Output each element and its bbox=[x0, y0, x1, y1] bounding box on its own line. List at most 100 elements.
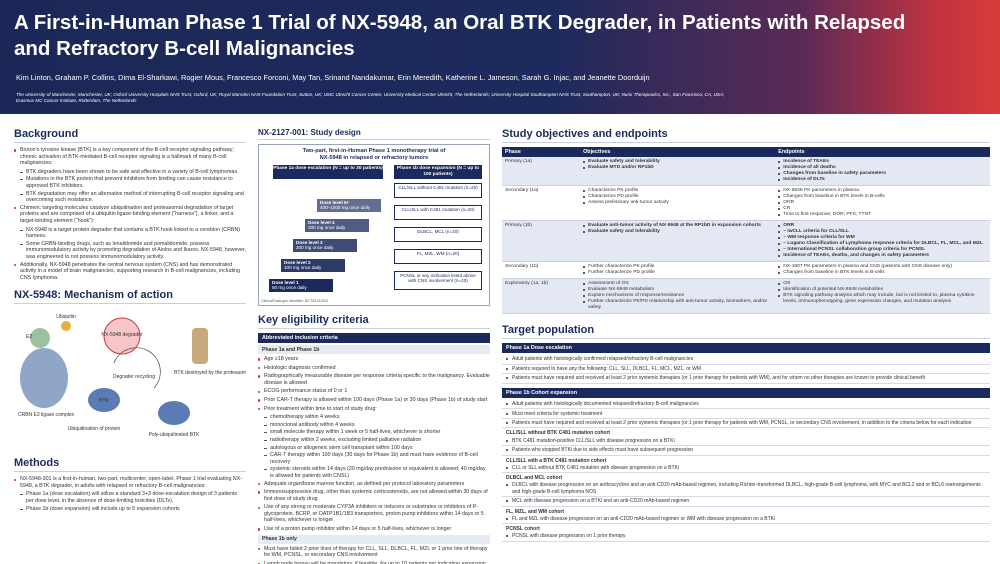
criterion: CLL or SLL without BTK C481 mutation wit… bbox=[502, 464, 990, 474]
dose-amount: 100 mg once daily bbox=[284, 265, 322, 271]
criterion: MCL with disease progression on a BTKi a… bbox=[502, 497, 990, 507]
endpoints-cell: NX-1607 PK parameters in plasma and CNS … bbox=[775, 261, 990, 279]
criterion: Must meet criteria for systemic treatmen… bbox=[502, 409, 990, 419]
dose-level: Dose level 5+ 400–1000 mg once daily bbox=[317, 199, 381, 212]
bullet: Must have failed 2 prior lines of therap… bbox=[258, 546, 490, 559]
sub-bullet: Phase 1a (dose escalation) will utilize … bbox=[14, 491, 246, 504]
header-row: Phase Objectives Endpoints bbox=[502, 147, 990, 157]
cell-item: Further characterize PK/PD relationship … bbox=[583, 299, 772, 311]
cohort: FL, MZL, WM (n=20) bbox=[394, 249, 482, 264]
bullet: Histologic diagnosis confirmed bbox=[258, 365, 490, 372]
escalation-header: Phase 1a dose escalation (N = up to 30 p… bbox=[273, 165, 383, 179]
sub-bullet: NX-5948 is a target protein degrader tha… bbox=[14, 227, 246, 240]
cohort: PCNSL or any indication listed above wit… bbox=[394, 271, 482, 290]
recycling-arrow bbox=[113, 347, 161, 389]
bullet: Prior treatment within time to start of … bbox=[258, 406, 490, 413]
cell-item: BTK signaling pathway analysis which may… bbox=[778, 293, 987, 305]
proteasome bbox=[192, 328, 208, 365]
section-heading: Study objectives and endpoints bbox=[502, 128, 990, 143]
cell-item: Changes from baseline in BTK levels in B… bbox=[778, 270, 987, 276]
section-heading: Target population bbox=[502, 324, 990, 339]
bullet: Prior CAR-T therapy is allowed within 10… bbox=[258, 397, 490, 404]
table-row: Exploratory (1a, 1b) Assessment of OS Eval… bbox=[502, 278, 990, 314]
column-header: Objectives bbox=[580, 147, 776, 157]
phase-cell: Secondary (1b) bbox=[502, 261, 581, 279]
endpoints-cell: NX-5948 PK parameters in plasma Changes f… bbox=[775, 185, 990, 221]
dose-name: Dose level 3 bbox=[296, 240, 323, 245]
dose-level: Dose level 4 300 mg once daily bbox=[305, 219, 369, 232]
label: NX-5948 degrader bbox=[101, 332, 142, 338]
sub-bullet: Mutations in the BTK protein that preven… bbox=[14, 176, 246, 189]
bullet: ECOG performance status of 0 or 1 bbox=[258, 388, 490, 395]
criterion: Patients must have required and received… bbox=[502, 419, 990, 429]
cell-item: Changes from baseline in safety paramete… bbox=[778, 171, 987, 177]
cell-item: Incidence of TEAEs bbox=[778, 159, 987, 165]
section-heading: NX-5948: Mechanism of action bbox=[14, 289, 246, 305]
table-row: Secondary (1a) Characterize PK profile Cha… bbox=[502, 185, 990, 221]
label: Poly-ubiquitinated BTK bbox=[149, 432, 201, 438]
btk bbox=[88, 388, 120, 413]
cell-item: NX-1607 PK parameters in plasma and CNS … bbox=[778, 264, 987, 270]
right-column: Study objectives and endpoints Phase Objec… bbox=[502, 128, 990, 564]
poly-btk bbox=[158, 401, 190, 426]
dose-name: Dose level 2 bbox=[284, 260, 311, 265]
criterion: Patients required to have any the follow… bbox=[502, 365, 990, 375]
dose-level: Dose level 1 50 mg once daily bbox=[269, 279, 333, 292]
cell-item: Assess preliminary anti-tumor activity bbox=[583, 200, 772, 206]
label: Ubiquitination of protein bbox=[68, 426, 121, 432]
endpoints-cell: ORR – iwCLL criteria for CLL/SLL – WM resp… bbox=[775, 220, 990, 262]
objectives-cell: Evaluate safety and tolerability Evaluate… bbox=[580, 157, 776, 186]
endpoints-cell: OS Identification of potential NX-5948 me… bbox=[775, 278, 990, 314]
criterion: Patients who stopped BTKi due to side ef… bbox=[502, 446, 990, 456]
bullet: NX-5948-301 is a first-in-human, two-par… bbox=[14, 476, 246, 489]
group-title: Phase 1a and Phase 1b bbox=[258, 345, 490, 354]
affiliations: The University of Manchester, Manchester… bbox=[16, 92, 916, 104]
cell-item: Evaluate safety and tolerability bbox=[583, 229, 772, 235]
cell-item: Identification of potential NX-5948 meta… bbox=[778, 287, 987, 293]
banner: Phase 1a Dose escalation bbox=[502, 343, 990, 353]
cohort-title: PCNSL cohort bbox=[506, 526, 540, 533]
cell-item: OS bbox=[778, 281, 987, 287]
banner: Phase 1b Cohort expansion bbox=[502, 387, 990, 398]
expansion-header: Phase 1b dose expansion (N = up to 100 p… bbox=[394, 165, 482, 179]
cell-item: – iwCLL criteria for CLL/SLL bbox=[778, 229, 987, 235]
cell-item: Evaluate MTD and/or RP1bD bbox=[583, 165, 772, 171]
sub-bullet: Phase 1b (dose expansion) will include u… bbox=[14, 506, 246, 513]
footnote: ClinicalTrials.gov Identifier: NCT051310… bbox=[261, 299, 329, 303]
cohort-title: CLL/SLL with a BTK C481 mutation cohort bbox=[506, 457, 607, 464]
label: BTK destroyed by the proteasome bbox=[174, 370, 246, 376]
label: Ubiquitin bbox=[56, 314, 76, 320]
sub-bullet: BTK degradation may offer an alternative… bbox=[14, 191, 246, 204]
cohort: CLL/SLL without C481 mutation (n=20) bbox=[394, 183, 482, 198]
bullet: Chimeric targeting molecules catalyze ub… bbox=[14, 205, 246, 225]
cell-item: Evaluate safety and tolerability bbox=[583, 159, 772, 165]
cell-item: NX-5948 PK parameters in plasma bbox=[778, 188, 987, 194]
phase-cell: Primary (1a) bbox=[502, 157, 581, 186]
header: A First-in-Human Phase 1 Trial of NX-594… bbox=[0, 0, 1000, 114]
degrader bbox=[103, 317, 141, 355]
objectives-cell: Assessment of OS Evaluate NX-5948 metabol… bbox=[580, 278, 776, 314]
cell-item: ORR bbox=[778, 200, 987, 206]
bullet: Radiographically measurable disease per … bbox=[258, 373, 490, 386]
criterion: DLBCL with disease progression on an ant… bbox=[502, 481, 990, 497]
cell-item: Evaluate anti-tumor activity of NX-5948 … bbox=[583, 223, 772, 229]
dose-name: Dose level 4 bbox=[308, 220, 335, 225]
cell-item: – Lugano Classification of Lymphoma resp… bbox=[778, 241, 987, 247]
section-heading: NX-2127-001: Study design bbox=[258, 128, 490, 140]
objectives-cell: Further characterize PK profile Further c… bbox=[580, 261, 776, 279]
crbn-complex bbox=[20, 348, 68, 409]
phase-cell: Secondary (1a) bbox=[502, 185, 581, 221]
phase-cell: Exploratory (1a, 1b) bbox=[502, 278, 581, 314]
study-design-box: Two-part, first-in-Human Phase 1 monothe… bbox=[258, 144, 490, 306]
column-header: Phase bbox=[502, 147, 581, 157]
ubiquitin bbox=[61, 321, 71, 332]
table-row: Primary (1b) Evaluate anti-tumor activity… bbox=[502, 220, 990, 262]
bullet: Additionally, NX-5948 penetrates the cen… bbox=[14, 262, 246, 282]
criterion: Adult patients with histologically docum… bbox=[502, 400, 990, 410]
label: E2 bbox=[26, 334, 32, 340]
middle-column: NX-2127-001: Study design Two-part, first… bbox=[258, 128, 490, 564]
criterion: FL and MZL with disease progression on a… bbox=[502, 515, 990, 525]
affiliation: The University of Manchester, Manchester… bbox=[16, 92, 725, 97]
dose-level: Dose level 3 200 mg once daily bbox=[293, 239, 357, 252]
cell-item: Characterize PD profile bbox=[583, 194, 772, 200]
